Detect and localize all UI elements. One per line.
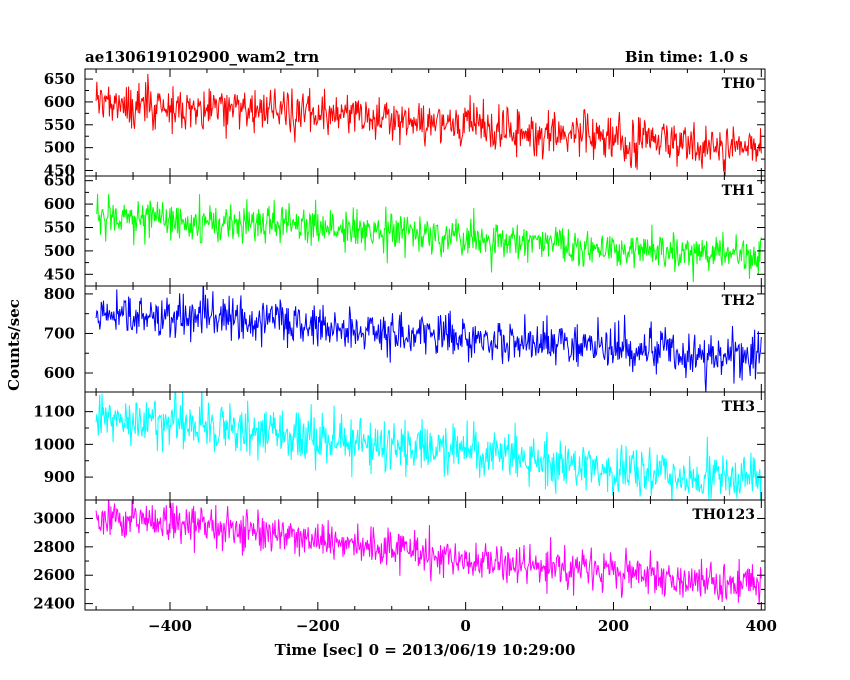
x-tick-label: 200 — [598, 617, 629, 635]
series-line-th0123 — [95, 500, 762, 605]
y-tick-label: 600 — [44, 195, 75, 213]
y-tick-label: 600 — [44, 364, 75, 382]
series-line-th2 — [95, 286, 762, 392]
panel-th0: 450 500 550 600 650 TH0 — [44, 68, 766, 180]
y-axis-title: Counts/sec — [5, 299, 23, 391]
y-tick-label: 450 — [44, 162, 75, 180]
y-tick-label: 500 — [44, 242, 75, 260]
x-axis: −400 −200 0 200 400 — [148, 617, 777, 635]
panel-label-th2: TH2 — [722, 293, 755, 309]
series-line-th0 — [95, 73, 762, 176]
y-tick-label: 550 — [44, 116, 75, 134]
panel-th0123: 2400 2600 2800 3000 TH0123 — [33, 499, 766, 613]
panel-th1: 450 500 550 600 650 TH1 — [44, 172, 766, 287]
panel-label-th3: TH3 — [722, 399, 755, 415]
panel-label-th1: TH1 — [722, 183, 755, 199]
panel-th2: 600 700 800 TH2 — [44, 285, 766, 393]
y-tick-label: 450 — [44, 265, 75, 283]
x-tick-label: −400 — [148, 617, 192, 635]
x-axis-title: Time [sec] 0 = 2013/06/19 10:29:00 — [275, 641, 576, 659]
x-tick-label: −200 — [296, 617, 340, 635]
series-line-th3 — [95, 392, 762, 500]
chart-title: ae130619102900_wam2_trn — [85, 48, 319, 66]
panel-frame — [84, 499, 766, 611]
y-tick-label: 650 — [44, 70, 75, 88]
y-tick-label: 550 — [44, 218, 75, 236]
panel-frame — [84, 68, 766, 177]
bin-time-label: Bin time: 1.0 s — [625, 48, 748, 66]
y-tick-label: 1100 — [33, 403, 75, 421]
y-tick-label: 500 — [44, 139, 75, 157]
y-tick-label: 2400 — [33, 595, 75, 613]
y-tick-label: 2600 — [33, 566, 75, 584]
panel-frame — [84, 175, 766, 287]
x-tick-label: 400 — [746, 617, 777, 635]
x-tick-label: 0 — [460, 617, 470, 635]
y-tick-label: 3000 — [33, 509, 75, 527]
y-tick-label: 1000 — [33, 435, 75, 453]
y-tick-label: 600 — [44, 93, 75, 111]
series-line-th1 — [95, 193, 762, 283]
y-tick-label: 700 — [44, 324, 75, 342]
panel-label-th0123: TH0123 — [692, 507, 755, 523]
y-tick-label: 800 — [44, 285, 75, 303]
y-tick-label: 900 — [44, 468, 75, 486]
panel-label-th0: TH0 — [722, 76, 756, 92]
y-tick-label: 650 — [44, 172, 75, 190]
y-tick-label: 2800 — [33, 538, 75, 556]
panel-th3: 900 1000 1100 TH3 — [33, 391, 766, 501]
panels-group: 450 500 550 600 650 TH0 450 500 550 600 650 TH1 600 7… — [33, 68, 766, 613]
